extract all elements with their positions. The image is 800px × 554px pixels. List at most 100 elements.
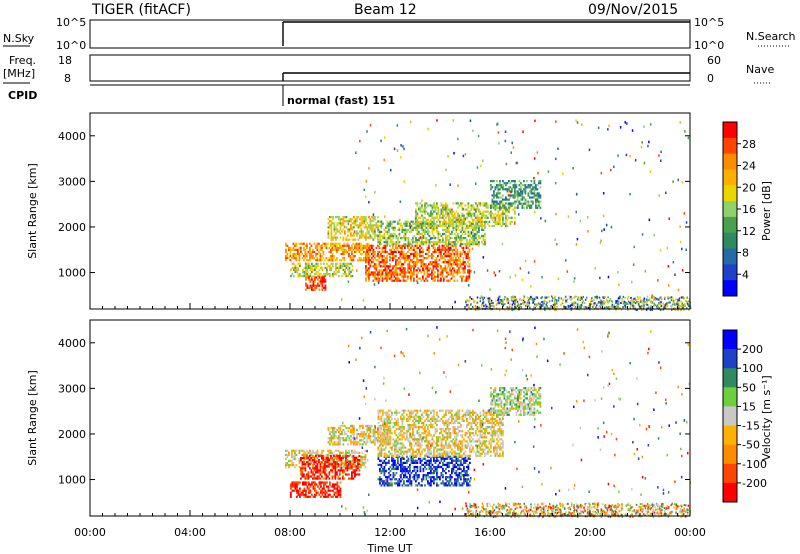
- power-scatter-cell: [632, 263, 635, 266]
- power-cell: [416, 230, 419, 233]
- velocity-cell: [403, 476, 405, 479]
- power-cell: [497, 216, 500, 219]
- power-cell: [338, 275, 340, 278]
- velocity-cell: [436, 459, 438, 462]
- velocity-cell: [332, 495, 334, 498]
- velocity-cell: [401, 465, 404, 469]
- power-cell: [392, 279, 394, 282]
- power-colorbar-segment: [723, 280, 737, 297]
- power-cell: [360, 222, 363, 225]
- power-cell: [379, 241, 381, 244]
- power-cell: [506, 188, 509, 191]
- velocity-cell: [448, 480, 450, 483]
- power-scatter-cell: [464, 153, 467, 156]
- velocity-cell: [300, 459, 302, 462]
- power-cell: [366, 275, 369, 278]
- power-cell: [406, 222, 408, 225]
- power-cell: [435, 248, 438, 251]
- power-cell: [291, 266, 294, 269]
- power-cell: [386, 232, 389, 236]
- power-cell: [424, 228, 426, 231]
- power-scatter-cell: [450, 246, 452, 250]
- velocity-cell: [410, 484, 413, 487]
- velocity-cell: [298, 462, 301, 465]
- power-cell: [484, 239, 486, 242]
- power-scatter-cell: [657, 279, 659, 282]
- power-cell: [392, 241, 395, 244]
- velocity-cell: [416, 474, 419, 477]
- power-scatter-cell: [536, 151, 539, 154]
- velocity-cell: [397, 467, 399, 471]
- power-nearrange-cell: [657, 305, 659, 308]
- power-nearrange-cell: [618, 300, 620, 303]
- velocity-cell: [361, 457, 364, 461]
- velocity-cell: [302, 483, 304, 486]
- velocity-cell: [449, 461, 452, 464]
- power-cell: [463, 216, 465, 219]
- power-cell: [417, 246, 420, 249]
- power-nearrange-cell: [574, 295, 576, 298]
- power-cell: [535, 188, 537, 191]
- power-nearrange-cell: [526, 296, 529, 299]
- velocity-cell: [360, 431, 363, 434]
- power-cell: [482, 220, 485, 223]
- power-cell: [392, 232, 395, 236]
- power-scatter-cell: [625, 153, 628, 157]
- velocity-cell: [421, 484, 423, 487]
- velocity-cell: [328, 473, 331, 476]
- velocity-cell: [291, 459, 293, 463]
- power-cell: [461, 275, 463, 278]
- power-nearrange-cell: [526, 300, 529, 303]
- velocity-cell: [372, 433, 375, 436]
- power-scatter-cell: [681, 181, 684, 184]
- velocity-cell: [326, 491, 328, 494]
- power-cell: [357, 242, 359, 245]
- power-cell: [467, 226, 470, 229]
- velocity-cell: [304, 457, 307, 461]
- velocity-cell: [294, 481, 297, 484]
- power-cell: [420, 261, 423, 264]
- power-cell: [380, 275, 382, 278]
- velocity-cell: [324, 471, 326, 474]
- velocity-cell: [352, 451, 355, 454]
- velocity-cell: [407, 484, 410, 487]
- velocity-cell: [325, 461, 328, 464]
- velocity-cell: [354, 455, 356, 458]
- power-cell: [419, 269, 421, 272]
- velocity-cell: [293, 483, 295, 486]
- power-cell: [392, 273, 394, 276]
- power-cell: [333, 230, 336, 233]
- power-cell: [317, 282, 319, 285]
- velocity-cell: [401, 470, 404, 473]
- power-cell: [362, 220, 364, 223]
- velocity-cell: [334, 463, 337, 466]
- power-cell: [468, 244, 471, 247]
- power-cell: [342, 250, 344, 254]
- power-cell: [302, 275, 304, 278]
- power-cell: [461, 214, 464, 217]
- velocity-cell: [359, 435, 361, 438]
- power-cell: [312, 282, 315, 285]
- power-nearrange-cell: [606, 306, 609, 309]
- power-cell: [375, 279, 378, 282]
- power-nearrange-cell: [649, 297, 651, 300]
- velocity-cell: [315, 491, 318, 494]
- velocity-cell: [397, 461, 399, 464]
- power-cell: [439, 241, 441, 244]
- velocity-cell: [386, 443, 388, 446]
- power-cell: [467, 275, 469, 278]
- velocity-cell: [324, 463, 326, 466]
- power-cell: [314, 268, 316, 272]
- power-cell: [441, 275, 444, 278]
- power-nearrange-cell: [609, 298, 611, 301]
- velocity-cell: [353, 435, 355, 438]
- power-cell: [417, 259, 420, 262]
- power-cell: [408, 271, 411, 274]
- power-cell: [404, 269, 406, 272]
- power-cell: [426, 252, 429, 256]
- power-cell: [461, 220, 464, 223]
- power-cell: [425, 210, 428, 213]
- power-cell: [327, 242, 329, 245]
- power-cell: [381, 277, 384, 280]
- velocity-cell: [407, 459, 410, 462]
